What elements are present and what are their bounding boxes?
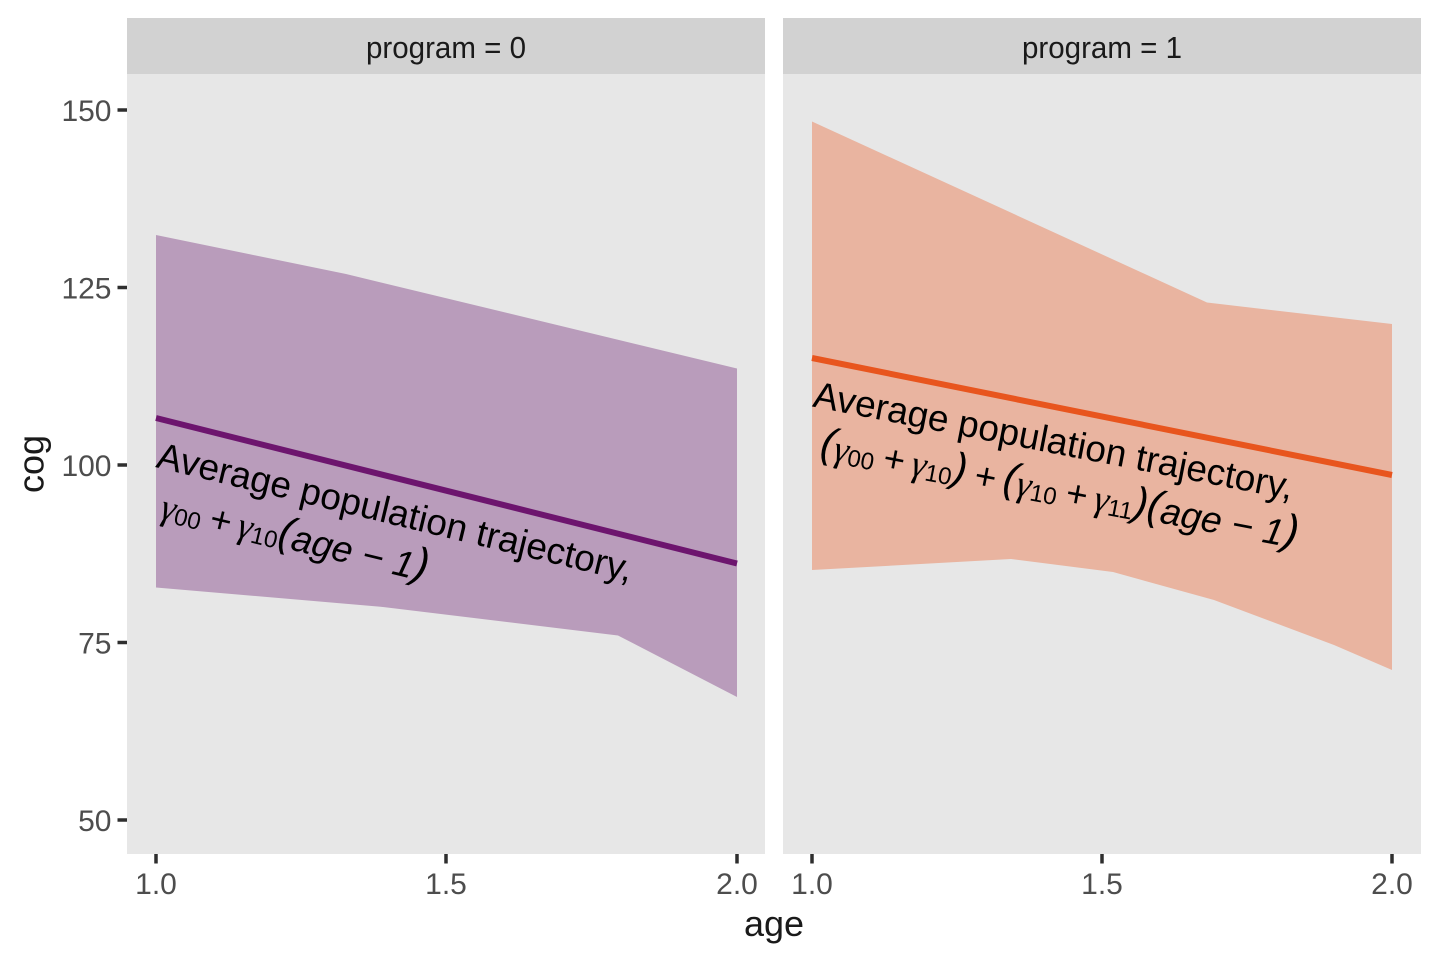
svg-text:100: 100: [61, 450, 111, 483]
svg-text:program = 0: program = 0: [366, 30, 526, 65]
svg-text:50: 50: [78, 805, 111, 838]
svg-text:2.0: 2.0: [716, 868, 758, 901]
svg-text:150: 150: [61, 95, 111, 128]
svg-text:cog: cog: [11, 435, 52, 493]
svg-text:125: 125: [61, 273, 111, 306]
svg-text:1.5: 1.5: [1081, 868, 1123, 901]
svg-text:1.5: 1.5: [425, 868, 467, 901]
svg-text:age: age: [744, 903, 804, 944]
svg-text:1.0: 1.0: [791, 868, 833, 901]
svg-text:2.0: 2.0: [1371, 868, 1413, 901]
svg-text:75: 75: [78, 628, 111, 661]
svg-text:program = 1: program = 1: [1022, 30, 1182, 65]
svg-text:1.0: 1.0: [135, 868, 177, 901]
